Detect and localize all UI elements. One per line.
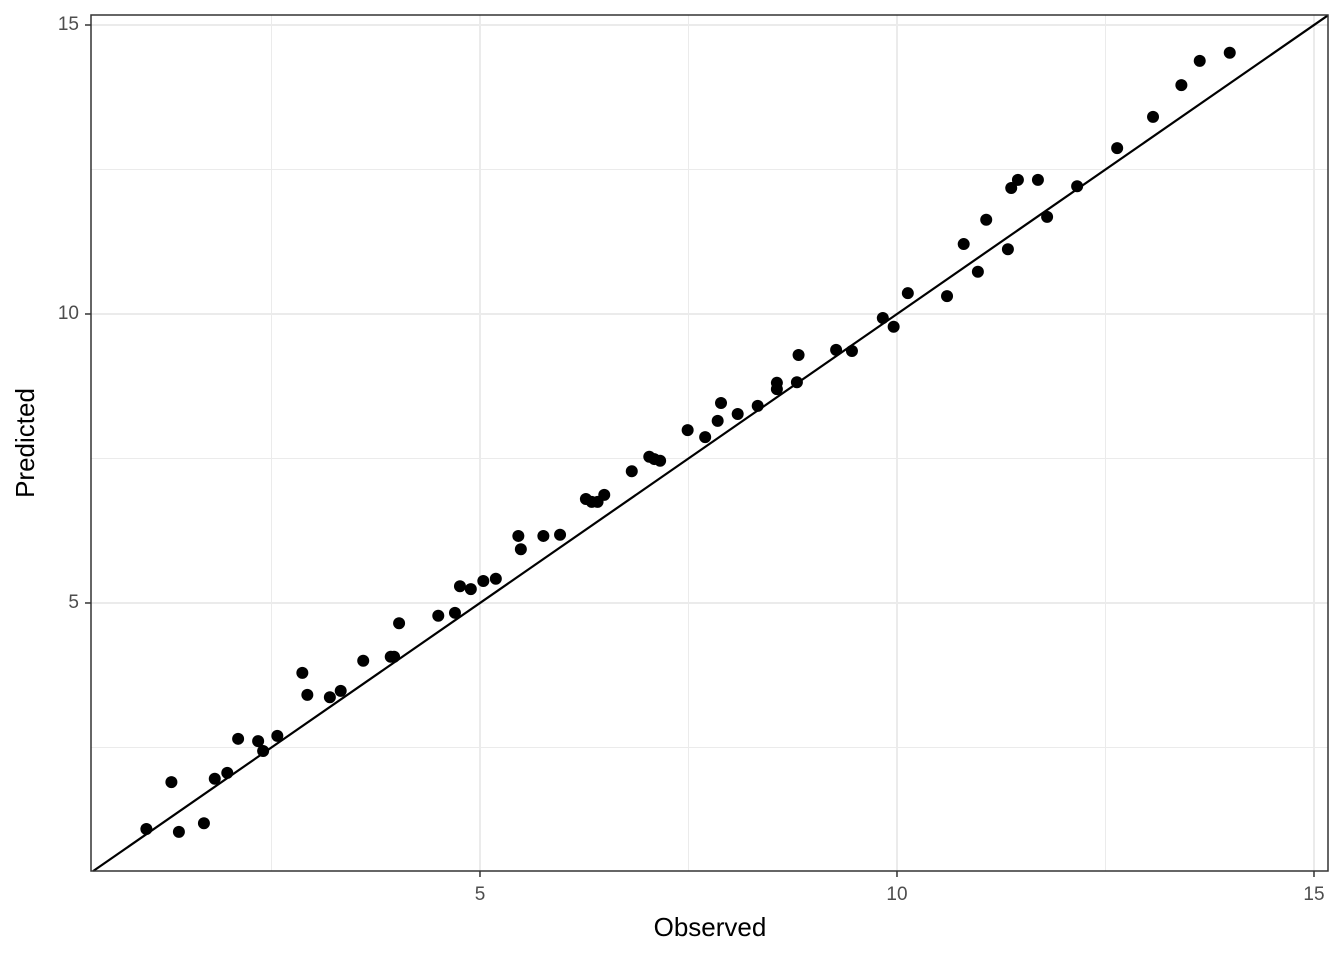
point — [941, 290, 954, 303]
point — [301, 688, 314, 701]
point — [830, 343, 843, 356]
point — [625, 465, 638, 478]
point — [252, 735, 265, 748]
point — [1011, 173, 1024, 186]
point — [464, 583, 477, 596]
y-tick-label: 10 — [58, 303, 79, 324]
point — [554, 528, 567, 541]
y-tick-label: 5 — [68, 592, 79, 613]
point — [257, 744, 270, 757]
point — [790, 376, 803, 389]
point — [770, 383, 783, 396]
point — [711, 414, 724, 427]
point — [699, 431, 712, 444]
point — [514, 543, 527, 556]
point — [448, 606, 461, 619]
point — [1005, 181, 1018, 194]
point — [388, 650, 401, 663]
point — [1031, 173, 1044, 186]
point — [393, 617, 406, 630]
point — [296, 666, 309, 679]
point — [971, 265, 984, 278]
point — [1175, 79, 1188, 92]
point — [172, 825, 185, 838]
point — [1193, 54, 1206, 67]
x-tick-label: 5 — [475, 884, 486, 905]
point — [432, 609, 445, 622]
point — [1001, 243, 1014, 256]
point — [845, 344, 858, 357]
point — [453, 580, 466, 593]
point — [197, 817, 210, 830]
x-tick-label: 15 — [1303, 884, 1324, 905]
point — [221, 766, 234, 779]
point — [357, 654, 370, 667]
point — [957, 238, 970, 251]
x-tick-label: 10 — [886, 884, 907, 905]
point — [1041, 210, 1054, 223]
point — [598, 488, 611, 501]
point — [1111, 142, 1124, 155]
point — [731, 407, 744, 420]
point — [1223, 46, 1236, 59]
point — [271, 729, 284, 742]
point — [792, 349, 805, 362]
y-tick-label: 15 — [58, 14, 79, 35]
point — [489, 572, 502, 585]
point — [537, 529, 550, 542]
point — [654, 454, 667, 467]
point — [1147, 110, 1160, 123]
point — [334, 684, 347, 697]
panel-border — [90, 14, 1329, 872]
point — [512, 529, 525, 542]
point — [901, 287, 914, 300]
point — [232, 732, 245, 745]
point — [208, 772, 221, 785]
point — [1071, 180, 1084, 193]
point — [887, 320, 900, 333]
point — [477, 575, 490, 588]
y-axis-title: Predicted — [10, 388, 40, 498]
point — [165, 776, 178, 789]
point — [323, 691, 336, 704]
point — [980, 213, 993, 226]
point — [715, 397, 728, 410]
point — [140, 822, 153, 835]
x-axis-title: Observed — [654, 912, 767, 942]
identity-line — [92, 14, 1329, 872]
point — [751, 399, 764, 412]
point — [876, 312, 889, 325]
point — [681, 424, 694, 437]
